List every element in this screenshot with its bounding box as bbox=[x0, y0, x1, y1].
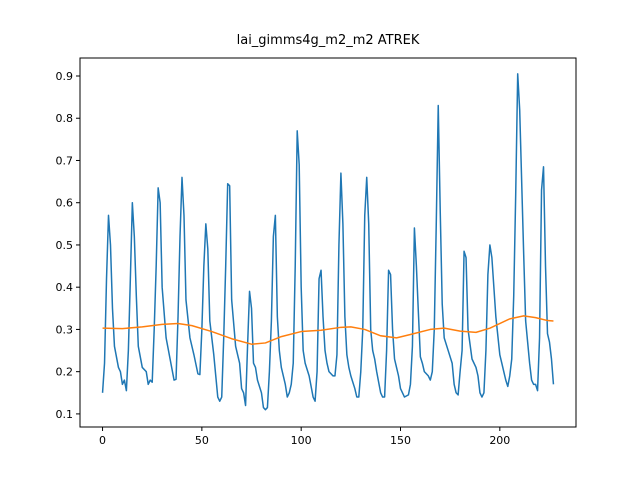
x-tick-label: 100 bbox=[291, 434, 312, 447]
series-line bbox=[102, 315, 554, 345]
x-tick-label: 50 bbox=[195, 434, 209, 447]
x-tick-label: 150 bbox=[390, 434, 411, 447]
plot-area bbox=[101, 73, 555, 411]
series-line bbox=[101, 73, 555, 411]
y-tick-label: 0.2 bbox=[56, 366, 74, 379]
y-tick-label: 0.3 bbox=[56, 323, 74, 336]
y-tick-label: 0.8 bbox=[56, 112, 74, 125]
y-tick-label: 0.7 bbox=[56, 154, 74, 167]
y-tick-label: 0.4 bbox=[56, 281, 74, 294]
x-tick-label: 200 bbox=[489, 434, 510, 447]
y-tick-label: 0.6 bbox=[56, 197, 74, 210]
axes-frame bbox=[79, 57, 577, 428]
y-tick-label: 0.9 bbox=[56, 70, 74, 83]
x-tick-label: 0 bbox=[99, 434, 106, 447]
y-tick-label: 0.1 bbox=[56, 408, 74, 421]
chart-title: lai_gimms4g_m2_m2 ATREK bbox=[237, 33, 420, 48]
y-tick-label: 0.5 bbox=[56, 239, 74, 252]
